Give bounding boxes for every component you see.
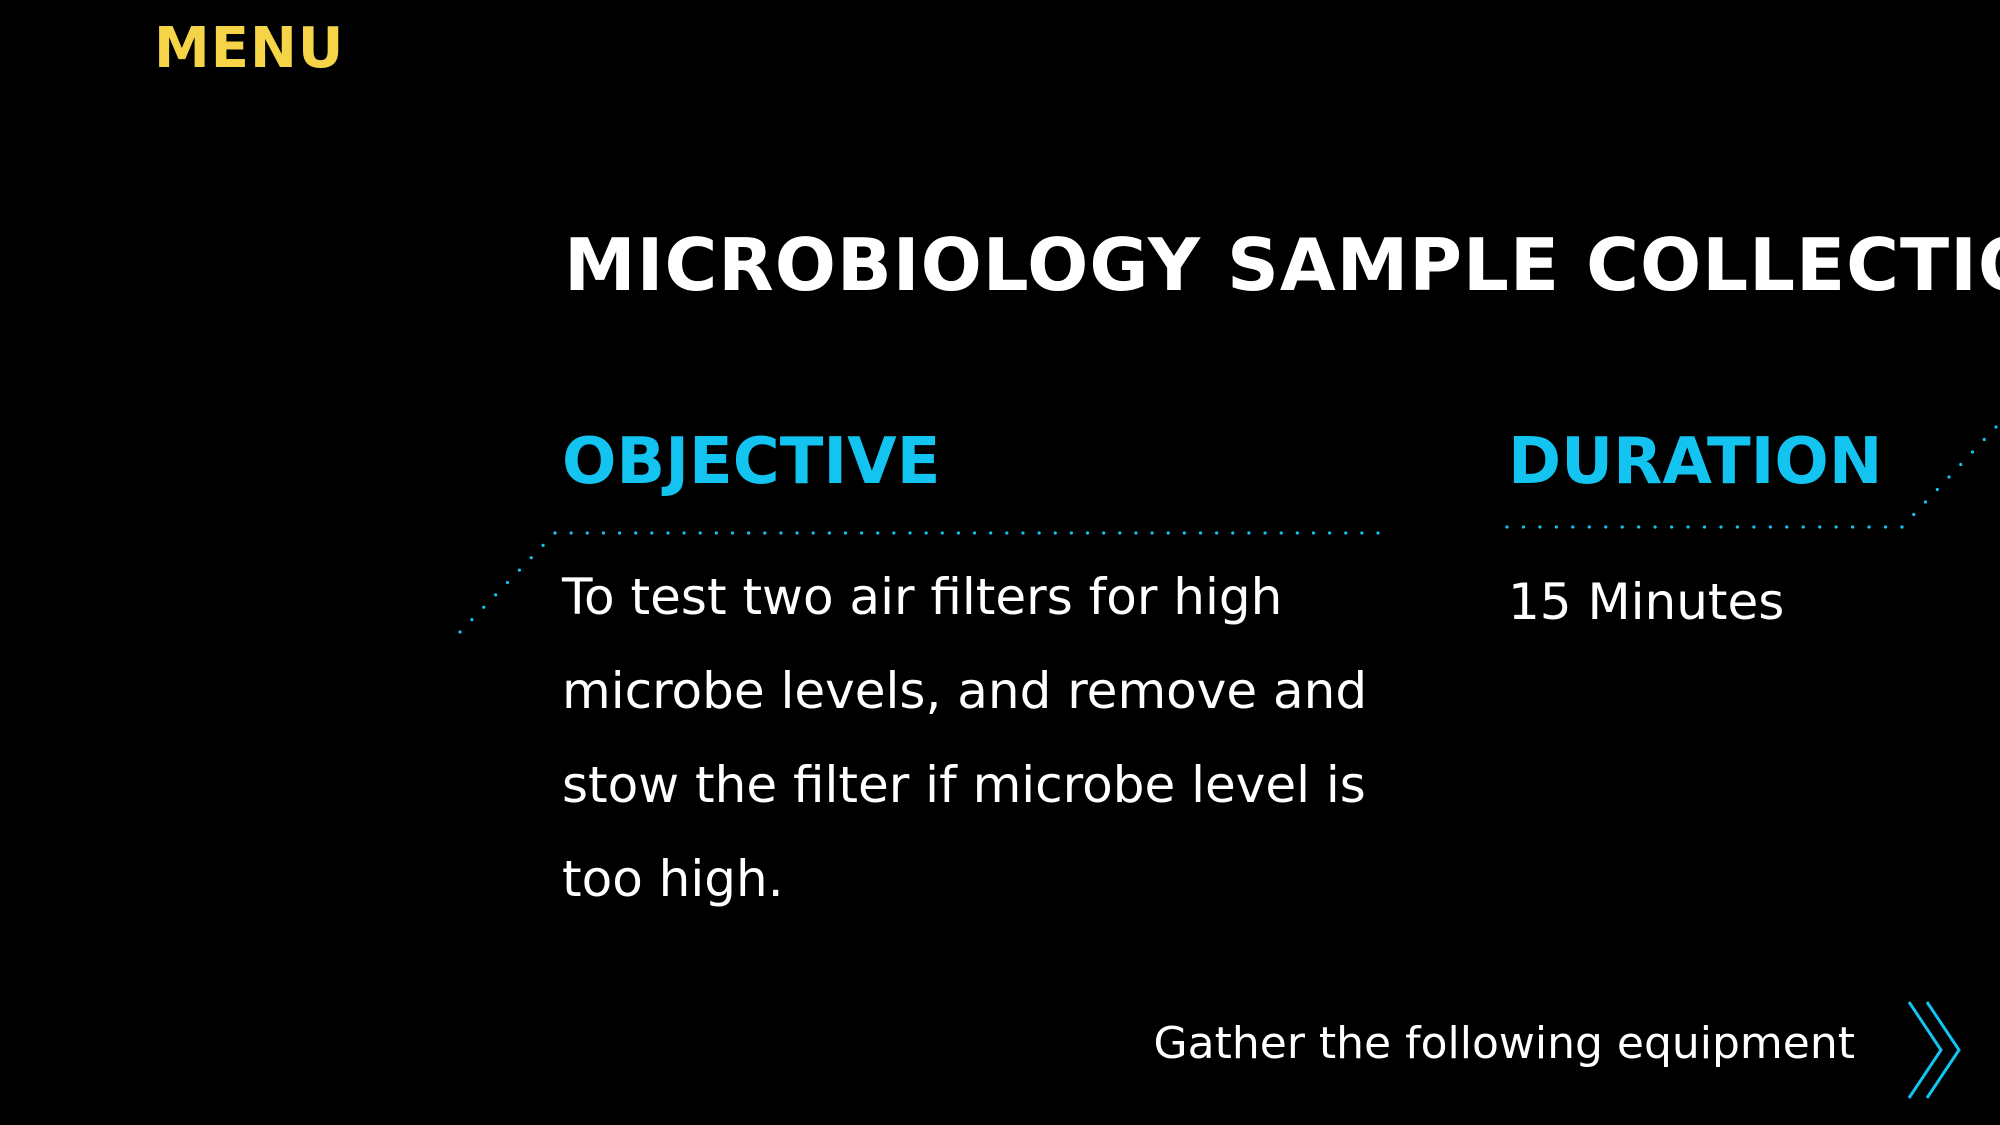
duration-heading: DURATION xyxy=(1508,425,1883,499)
duration-value: 15 Minutes xyxy=(1508,573,1785,631)
gather-equipment-button[interactable]: Gather the following equipment xyxy=(1154,990,1985,1110)
gather-equipment-label: Gather the following equipment xyxy=(1153,1018,1855,1069)
menu-button[interactable]: MENU xyxy=(154,16,345,81)
page-title: MICROBIOLOGY SAMPLE COLLECTION xyxy=(564,223,2000,307)
objective-text: To test two air filters for high microbe… xyxy=(562,568,1368,908)
objective-heading: OBJECTIVE xyxy=(562,425,941,499)
double-chevron-right-icon xyxy=(1907,1001,1961,1099)
